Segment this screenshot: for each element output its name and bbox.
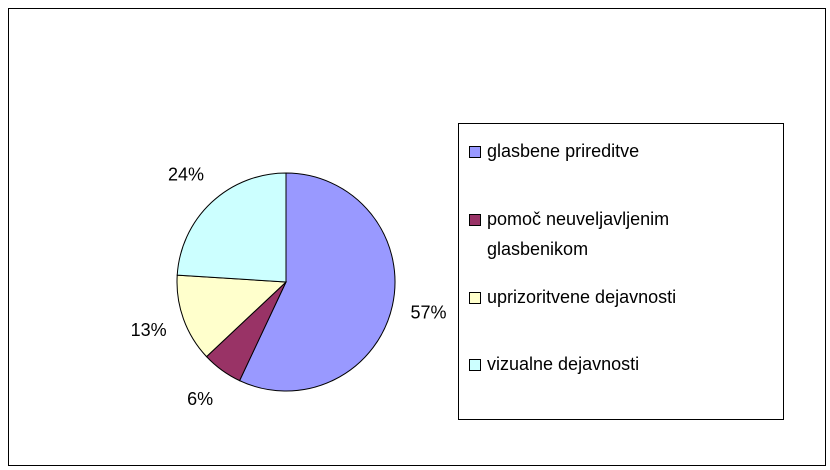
pie-slice	[238, 172, 396, 392]
data-label: 24%	[168, 164, 204, 184]
legend-label: uprizoritvene dejavnosti	[487, 287, 677, 307]
legend-swatch	[469, 359, 481, 371]
data-label: 13%	[131, 320, 167, 340]
legend-label: vizualne dejavnosti	[487, 354, 640, 374]
legend-swatch	[469, 214, 481, 226]
data-label: 6%	[187, 389, 213, 409]
legend-item: vizualne dejavnosti	[469, 349, 769, 379]
legend-swatch	[469, 292, 481, 304]
pie-slice	[176, 172, 287, 283]
pie-slice	[176, 274, 288, 358]
legend-label: glasbene prireditve	[487, 141, 640, 161]
legend-item: uprizoritvene dejavnosti	[469, 282, 769, 312]
legend-item: pomoč neuveljavljenim glasbenikom	[469, 204, 769, 264]
legend-label: pomoč neuveljavljenim glasbenikom	[487, 209, 670, 259]
legend: glasbene prireditve pomoč neuveljavljenim…	[458, 123, 784, 420]
legend-item: glasbene prireditve	[469, 136, 769, 166]
legend-swatch	[469, 146, 481, 158]
data-label: 57%	[410, 303, 446, 323]
